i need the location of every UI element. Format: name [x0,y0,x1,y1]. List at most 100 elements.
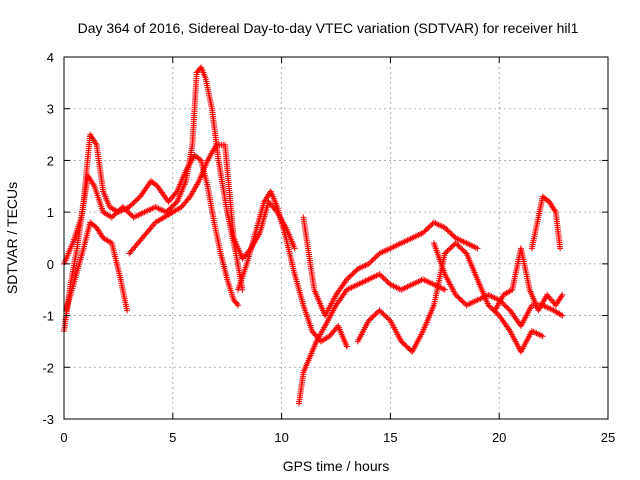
data-point [559,312,566,319]
y-tick-label: -2 [42,360,54,375]
data-point [447,229,454,236]
data-point [559,291,566,298]
data-point [447,245,454,252]
data-point [112,210,119,217]
data-point [452,291,459,298]
y-axis-label: SDTVAR / TECUs [4,182,20,294]
data-point [406,346,413,353]
x-tick-label: 0 [60,430,67,445]
data-point [345,275,352,282]
data-point [557,245,564,252]
data-point [172,200,179,207]
data-point [365,317,372,324]
series-track-9 [430,240,566,329]
data-point [445,246,452,253]
series-track-3 [63,219,131,314]
data-point [452,240,459,247]
data-point [233,300,240,307]
data-point [383,313,390,320]
data-point [108,214,115,221]
data-point [291,245,298,252]
data-point [402,342,409,349]
data-point [350,269,357,276]
x-tick-label: 10 [274,430,288,445]
data-point [92,140,99,147]
data-point [399,339,406,346]
data-point [474,245,481,252]
data-point [165,206,172,213]
data-point [458,297,465,304]
data-point [164,207,171,214]
data-point [401,341,407,348]
grid [64,57,608,419]
data-point [459,298,466,305]
data-point [130,200,137,207]
data-point [428,222,435,229]
data-point [123,207,130,214]
data-point [454,241,461,248]
data-point [171,201,178,208]
data-point [448,244,455,251]
data-point [486,303,493,310]
data-point [167,205,174,212]
data-point [380,275,387,282]
series-track-8 [354,240,546,355]
series-track-2 [61,64,246,293]
data-point [349,271,356,278]
data-point [347,272,354,279]
series-track-7 [300,214,481,319]
data-point [454,293,461,300]
data-point [371,255,378,262]
data-point [557,311,564,318]
data-point [455,294,462,301]
data-point [133,197,140,204]
data-point [485,302,492,309]
data-point [369,313,376,320]
data-point [424,225,431,232]
data-point [346,273,353,280]
data-point [367,259,373,266]
data-point [551,207,558,214]
x-tick-label: 20 [492,430,506,445]
data-point [126,210,133,217]
data-point [377,272,384,279]
series-track-5 [235,188,350,350]
data-point [383,277,390,284]
y-tick-label: 4 [47,50,54,65]
data-point [352,268,359,275]
data-point [125,209,132,216]
data-point [369,256,376,263]
data-point [126,203,133,210]
y-tick-label: -3 [42,412,54,427]
data-point [368,258,375,265]
data-point [127,211,134,218]
data-point [134,196,141,203]
x-tick-label: 25 [601,430,615,445]
data-point [343,276,350,283]
data-point [367,316,373,323]
y-tick-label: -1 [42,309,54,324]
data-point [115,207,122,214]
data-point [403,343,410,350]
data-point [376,307,383,314]
data-point [122,206,129,213]
data-point [488,304,495,311]
data-point [449,232,456,239]
data-point [377,308,384,315]
data-point [444,247,451,254]
x-tick-label: 15 [383,430,397,445]
data-point [129,201,135,208]
data-point [373,253,380,260]
data-points [61,64,566,407]
data-point [398,338,405,345]
data-point [441,224,448,231]
data-point [460,299,467,306]
data-point [373,309,380,316]
data-point [365,260,372,267]
data-point [443,225,450,232]
y-tick-label: 3 [47,102,54,117]
data-point [449,242,456,249]
y-tick-label: 1 [47,205,54,220]
